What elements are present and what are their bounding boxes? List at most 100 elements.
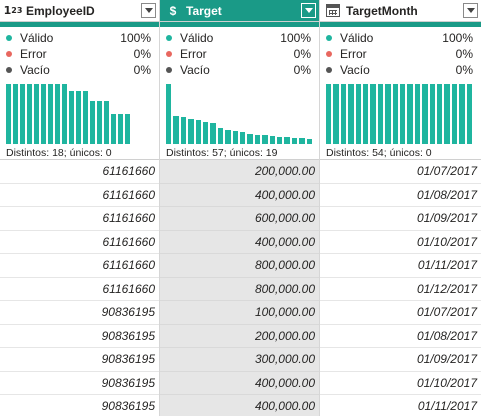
histogram-bar[interactable]	[111, 114, 116, 144]
histogram-bar[interactable]	[363, 83, 369, 144]
column-divider[interactable]	[319, 0, 320, 416]
table-cell[interactable]: 90836195	[0, 395, 159, 416]
histogram-bar[interactable]	[414, 83, 421, 144]
column-distribution-histogram[interactable]	[6, 82, 130, 144]
histogram-bar[interactable]	[284, 137, 290, 144]
table-cell[interactable]: 01/11/2017	[320, 395, 481, 416]
column-divider[interactable]	[159, 0, 160, 416]
histogram-bar[interactable]	[291, 137, 298, 144]
histogram-bar[interactable]	[262, 135, 268, 144]
histogram-bar[interactable]	[225, 129, 231, 144]
histogram-bar[interactable]	[333, 83, 339, 144]
calendar-icon[interactable]	[320, 0, 346, 22]
histogram-bar[interactable]	[385, 83, 391, 144]
table-cell[interactable]: 600,000.00	[160, 207, 319, 231]
table-cell[interactable]: 01/07/2017	[320, 160, 481, 184]
histogram-bar[interactable]	[27, 83, 32, 144]
histogram-bar[interactable]	[104, 100, 109, 144]
histogram-bar[interactable]	[97, 100, 102, 144]
histogram-bar[interactable]	[247, 133, 253, 144]
table-cell[interactable]: 01/11/2017	[320, 254, 481, 278]
histogram-bar[interactable]	[400, 83, 406, 144]
histogram-bar[interactable]	[48, 83, 53, 144]
table-cell[interactable]: 01/09/2017	[320, 348, 481, 372]
table-cell[interactable]: 01/09/2017	[320, 207, 481, 231]
histogram-bar[interactable]	[76, 90, 81, 144]
table-cell[interactable]: 400,000.00	[160, 184, 319, 207]
table-cell[interactable]: 01/08/2017	[320, 184, 481, 207]
histogram-bar[interactable]	[166, 83, 172, 144]
histogram-bar[interactable]	[240, 132, 246, 144]
histogram-bar[interactable]	[203, 121, 209, 144]
histogram-bar[interactable]	[173, 116, 179, 144]
histogram-bar[interactable]	[20, 83, 25, 144]
table-cell[interactable]: 200,000.00	[160, 325, 319, 348]
column-filter-dropdown-button[interactable]	[301, 3, 316, 18]
table-cell[interactable]: 90836195	[0, 348, 159, 372]
histogram-bar[interactable]	[466, 83, 472, 144]
table-cell[interactable]: 61161660	[0, 207, 159, 231]
histogram-bar[interactable]	[377, 83, 384, 144]
table-cell[interactable]: 400,000.00	[160, 372, 319, 395]
histogram-bar[interactable]	[13, 83, 18, 144]
histogram-bar[interactable]	[392, 83, 398, 144]
histogram-bar[interactable]	[355, 83, 361, 144]
table-cell[interactable]: 200,000.00	[160, 160, 319, 184]
histogram-bar[interactable]	[125, 114, 130, 144]
histogram-bar[interactable]	[277, 136, 283, 144]
table-cell[interactable]: 400,000.00	[160, 231, 319, 254]
histogram-bar[interactable]	[269, 135, 275, 144]
table-cell[interactable]: 01/07/2017	[320, 301, 481, 325]
histogram-bar[interactable]	[62, 83, 67, 144]
histogram-bar[interactable]	[55, 83, 60, 144]
histogram-bar[interactable]	[232, 131, 238, 144]
histogram-bar[interactable]	[254, 134, 261, 144]
histogram-bar[interactable]	[451, 83, 458, 144]
table-cell[interactable]: 61161660	[0, 254, 159, 278]
histogram-bar[interactable]	[90, 100, 95, 144]
currency-icon[interactable]: $	[169, 3, 177, 18]
column-distribution-histogram[interactable]	[166, 82, 312, 144]
histogram-bar[interactable]	[41, 83, 46, 144]
histogram-bar[interactable]	[326, 83, 332, 144]
table-cell[interactable]: 90836195	[0, 301, 159, 325]
histogram-bar[interactable]	[422, 83, 428, 144]
histogram-bar[interactable]	[444, 83, 450, 144]
column-distribution-histogram[interactable]	[326, 82, 472, 144]
histogram-bar[interactable]	[340, 83, 347, 144]
table-cell[interactable]: 800,000.00	[160, 278, 319, 301]
table-cell[interactable]: 01/10/2017	[320, 372, 481, 395]
histogram-bar[interactable]	[210, 122, 216, 144]
table-cell[interactable]: 61161660	[0, 278, 159, 301]
histogram-bar[interactable]	[429, 83, 435, 144]
table-cell[interactable]: 61161660	[0, 231, 159, 254]
histogram-bar[interactable]	[437, 83, 443, 144]
histogram-bar[interactable]	[217, 127, 224, 144]
histogram-bar[interactable]	[6, 83, 11, 144]
histogram-bar[interactable]	[299, 138, 305, 144]
table-cell[interactable]: 300,000.00	[160, 348, 319, 372]
table-cell[interactable]: 100,000.00	[160, 301, 319, 325]
table-cell[interactable]: 61161660	[0, 160, 159, 184]
table-cell[interactable]: 01/08/2017	[320, 325, 481, 348]
histogram-bar[interactable]	[348, 83, 354, 144]
histogram-bar[interactable]	[118, 114, 123, 144]
column-header-targetmonth[interactable]: TargetMonth	[320, 0, 481, 22]
table-cell[interactable]: 90836195	[0, 372, 159, 395]
histogram-bar[interactable]	[195, 120, 201, 144]
histogram-bar[interactable]	[407, 83, 413, 144]
column-filter-dropdown-button[interactable]	[141, 3, 156, 18]
histogram-bar[interactable]	[69, 90, 74, 144]
histogram-bar[interactable]	[83, 90, 88, 144]
histogram-bar[interactable]	[188, 119, 194, 144]
histogram-bar[interactable]	[370, 83, 376, 144]
table-cell[interactable]: 61161660	[0, 184, 159, 207]
table-cell[interactable]: 400,000.00	[160, 395, 319, 416]
histogram-bar[interactable]	[306, 139, 312, 144]
histogram-bar[interactable]	[180, 117, 187, 144]
column-filter-dropdown-button[interactable]	[463, 3, 478, 18]
histogram-bar[interactable]	[34, 83, 39, 144]
table-cell[interactable]: 800,000.00	[160, 254, 319, 278]
